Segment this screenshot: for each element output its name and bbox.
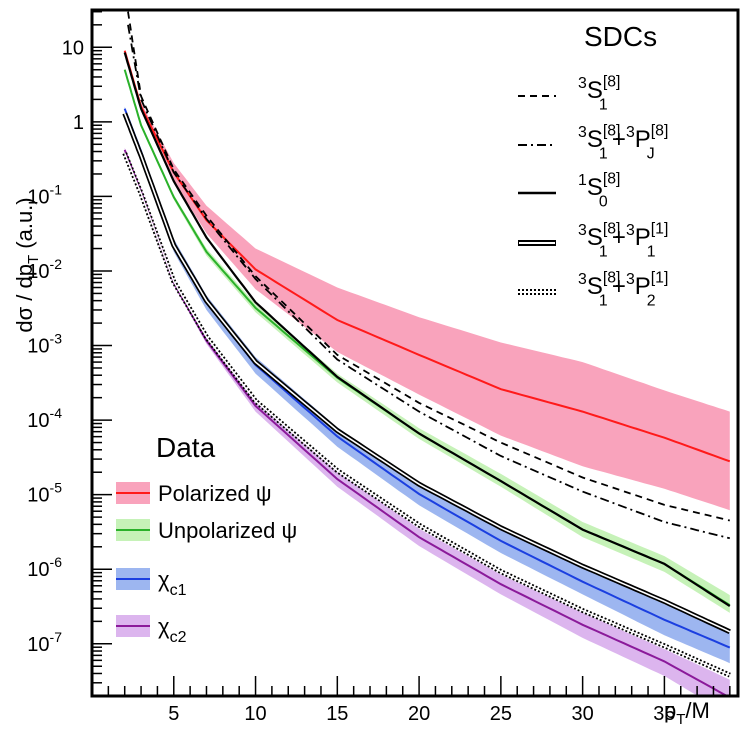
legend-sdc-item-s3s1p3pj: 3S[8] 1 +3P[8] J xyxy=(518,122,668,162)
sdc-curve-4-inner xyxy=(124,152,731,676)
legend-data-label-polarized: Polarized ψ xyxy=(158,481,272,506)
y-tick-label--4: 10-4 xyxy=(27,405,62,432)
legend-data-item-chic2: χc2 xyxy=(116,614,187,646)
x-axis-label-p: p xyxy=(664,698,676,723)
curves xyxy=(122,11,731,696)
data-curve-0 xyxy=(123,50,731,463)
y-tick-label--3: 10-3 xyxy=(27,331,62,358)
legend-data: Data Polarized ψ Unpolarized ψ χc1 χc2 xyxy=(116,432,297,646)
legend-data-label-chic2: χc2 xyxy=(158,614,187,646)
sdc-curve-1 xyxy=(127,24,731,540)
x-axis-label-rest: /M xyxy=(685,698,709,723)
legend-sdc-label-s3s1p1: 3S[8] 1 +3P[1] 1 xyxy=(578,220,668,260)
x-tick-label-15: 15 xyxy=(326,703,348,725)
legend-sdc-item-s3s1p1: 3S[8] 1 +3P[1] 1 xyxy=(518,220,668,260)
uncertainty-bands xyxy=(124,50,730,696)
x-tick-label-25: 25 xyxy=(490,703,512,725)
y-tick-label--6: 10-6 xyxy=(27,554,62,581)
x-axis-ticks: 5 10 15 20 25 30 35 xyxy=(107,676,731,725)
y-tick-label--7: 10-7 xyxy=(27,629,62,656)
sdc-curve-2 xyxy=(123,52,731,608)
x-tick-label-20: 20 xyxy=(408,703,430,725)
sdc-curve-3-inner xyxy=(123,113,731,633)
band-2 xyxy=(124,106,730,664)
legend-data-item-chic1: χc1 xyxy=(116,567,187,599)
band-0 xyxy=(124,50,730,511)
legend-sdc-item-s3s1p2: 3S[8] 1 +3P[1] 2 xyxy=(518,269,668,309)
y-tick-label-0: 1 xyxy=(73,112,84,134)
legend-data-label-unpolarized: Unpolarized ψ xyxy=(158,518,297,543)
legend-data-item-unpolarized: Unpolarized ψ xyxy=(116,518,297,543)
legend-data-item-polarized: Polarized ψ xyxy=(116,481,272,506)
y-tick-label--1: 10-1 xyxy=(27,181,62,208)
x-tick-label-10: 10 xyxy=(244,703,266,725)
y-axis-label: dσ / dpT (a.u.) xyxy=(12,197,42,332)
legend-sdc-item-s1s08: 1S[8] 0 xyxy=(518,170,620,210)
y-axis-ticks: 10 1 10-1 10-2 10-3 10-4 10-5 10-6 10-7 xyxy=(27,10,112,697)
x-tick-label-30: 30 xyxy=(572,703,594,725)
y-tick-label--2: 10-2 xyxy=(27,256,62,283)
legend-sdc-item-s3s18: 3S[8] 1 xyxy=(518,73,620,113)
x-tick-label-35: 35 xyxy=(653,703,675,725)
legend-sdc-label-s3s1p2: 3S[8] 1 +3P[1] 2 xyxy=(578,269,668,309)
sdc-curve-0 xyxy=(127,11,731,522)
legend-data-label-chic1: χc1 xyxy=(158,567,187,599)
legend-sdcs-title: SDCs xyxy=(584,21,657,52)
legend-sdcs: SDCs 3S[8] 1 3S[8] 1 +3P[8] J 1S[8] 0 3S[8] 1 … xyxy=(518,21,668,309)
legend-data-title: Data xyxy=(156,432,216,463)
y-tick-label--5: 10-5 xyxy=(27,480,62,507)
y-tick-label-1: 10 xyxy=(62,37,84,59)
legend-sdc-label-s3s1p3pj: 3S[8] 1 +3P[8] J xyxy=(578,122,668,162)
x-tick-label-5: 5 xyxy=(168,703,179,725)
x-axis-label: pT/M xyxy=(664,698,710,728)
svg-text:pT/M: pT/M xyxy=(664,698,710,728)
x-axis-label-sub: T xyxy=(676,711,685,728)
legend-sdc-label-s1s08: 1S[8] 0 xyxy=(578,170,620,210)
legend-sdc-label-s3s18: 3S[8] 1 xyxy=(578,73,620,113)
